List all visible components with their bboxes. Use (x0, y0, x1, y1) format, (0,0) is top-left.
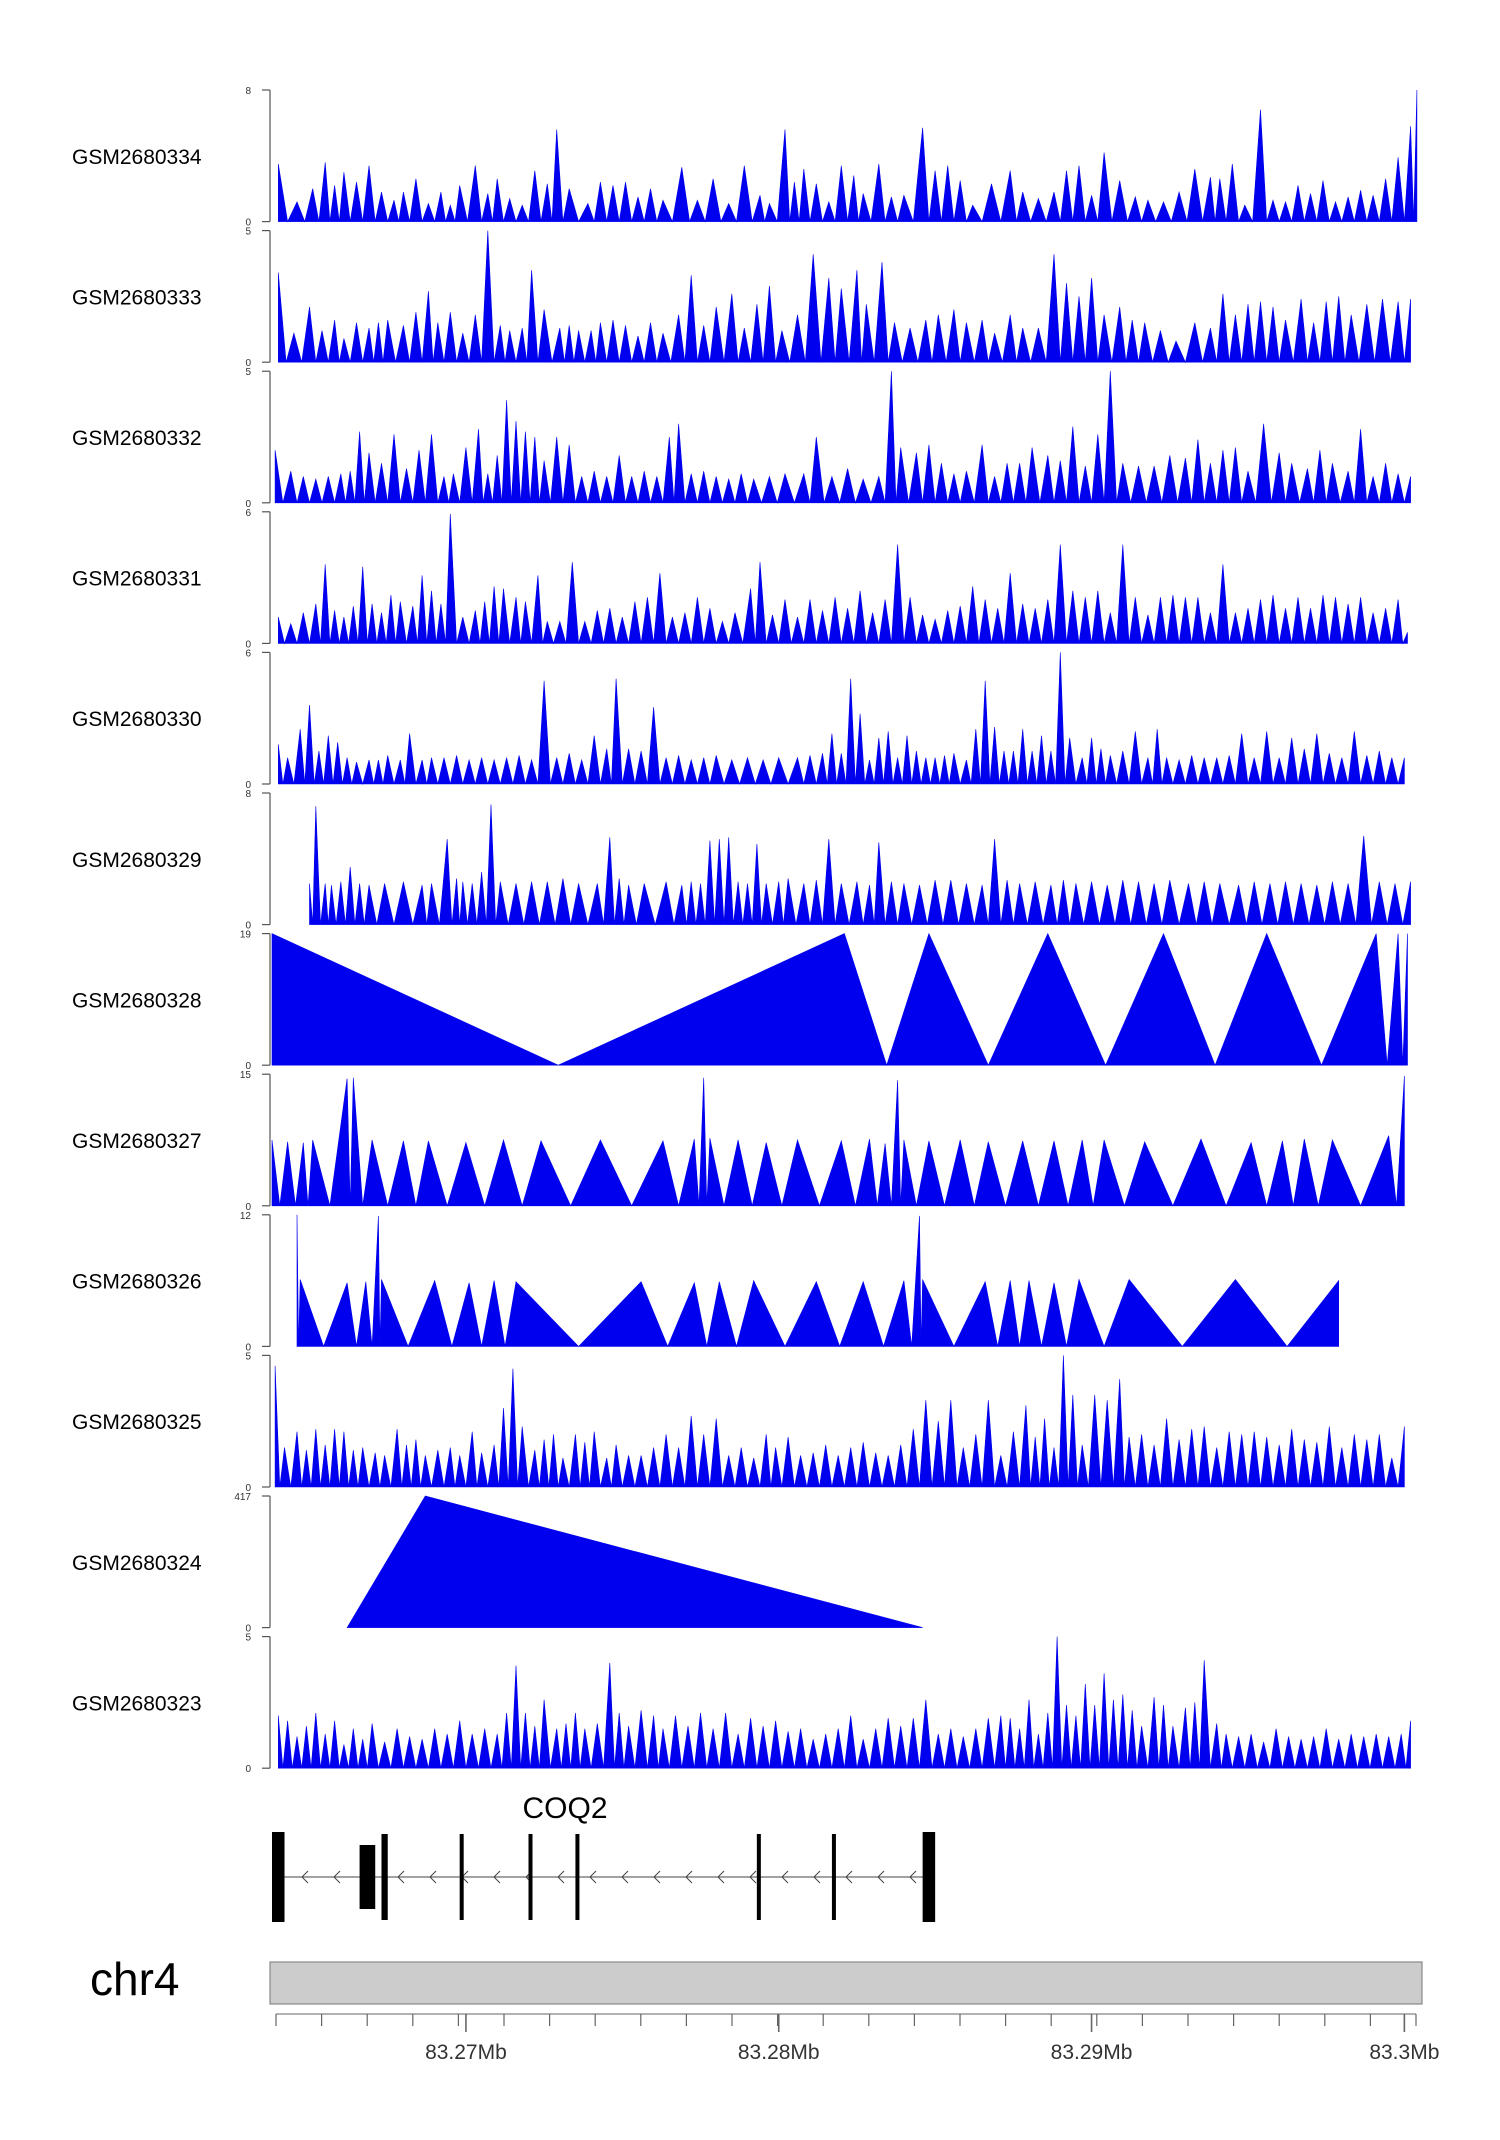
signal-area (346, 1495, 923, 1628)
x-tick-label: 83.27Mb (425, 2041, 507, 2064)
strand-arrow (781, 1870, 789, 1884)
y-tick-label: 0 (245, 1061, 251, 1072)
strand-arrow (589, 1870, 597, 1884)
data-tracks: GSM268033408GSM268033305GSM268033205GSM2… (72, 86, 1418, 1775)
track-label: GSM2680324 (72, 1552, 202, 1575)
chromosome-label: chr4 (90, 1953, 179, 2005)
signal-area (271, 932, 1408, 1067)
y-tick-label: 19 (240, 930, 252, 941)
strand-arrow (909, 1870, 917, 1884)
y-tick-label: 5 (245, 227, 251, 238)
signal-area (278, 1636, 1411, 1769)
track-GSM2680334: GSM2680334 0 8 (72, 86, 1418, 229)
signal-area (296, 1214, 1339, 1348)
exon (756, 1834, 761, 1920)
y-tick-label: 0 (245, 780, 251, 791)
y-tick-label: 5 (245, 367, 251, 378)
y-tick-label: 5 (245, 1351, 251, 1362)
y-tick-label: 0 (245, 358, 251, 369)
track-GSM2680330: GSM2680330 0 6 (72, 648, 1405, 791)
y-tick-label: 0 (245, 499, 251, 510)
y-tick-label: 8 (245, 789, 251, 800)
exon (528, 1834, 533, 1920)
exon (575, 1834, 580, 1920)
track-GSM2680326: GSM2680326 0 12 (72, 1211, 1339, 1353)
strand-arrow (653, 1870, 661, 1884)
track-label: GSM2680323 (72, 1692, 202, 1715)
y-tick-label: 6 (245, 648, 251, 659)
signal-area (271, 1075, 1405, 1207)
strand-arrow (333, 1870, 341, 1884)
track-GSM2680327: GSM2680327 0 15 (72, 1070, 1405, 1213)
strand-arrow (717, 1870, 725, 1884)
x-tick-label: 83.28Mb (738, 2041, 820, 2064)
y-tick-label: 15 (240, 1070, 252, 1081)
strand-arrow (429, 1870, 437, 1884)
track-label: GSM2680334 (72, 146, 202, 169)
signal-area (278, 89, 1418, 223)
exon (272, 1832, 285, 1922)
y-tick-label: 6 (245, 508, 251, 519)
track-label: GSM2680331 (72, 568, 202, 591)
strand-arrow (621, 1870, 629, 1884)
track-GSM2680331: GSM2680331 0 6 (72, 508, 1408, 650)
signal-area (274, 371, 1411, 504)
track-label: GSM2680332 (72, 427, 202, 450)
y-tick-label: 0 (245, 639, 251, 650)
y-tick-label: 0 (245, 921, 251, 932)
x-tick-label: 83.29Mb (1051, 2041, 1133, 2064)
strand-arrow (877, 1870, 885, 1884)
track-GSM2680332: GSM2680332 0 5 (72, 367, 1411, 510)
strand-arrow (557, 1870, 565, 1884)
track-GSM2680333: GSM2680333 0 5 (72, 227, 1411, 369)
y-tick-label: 5 (245, 1633, 251, 1644)
track-label: GSM2680333 (72, 286, 202, 309)
y-tick-label: 0 (245, 1764, 251, 1775)
strand-arrow (493, 1870, 501, 1884)
track-label: GSM2680327 (72, 1130, 202, 1153)
strand-arrow (397, 1870, 405, 1884)
gene-model-track: COQ2 (272, 1792, 936, 1922)
track-GSM2680323: GSM2680323 0 5 (72, 1633, 1411, 1775)
track-label: GSM2680326 (72, 1271, 202, 1294)
signal-area (278, 230, 1411, 364)
exon (922, 1832, 936, 1922)
strand-arrow (749, 1870, 757, 1884)
exon (459, 1834, 464, 1920)
y-tick-label: 12 (240, 1211, 252, 1222)
x-tick-label: 83.3Mb (1369, 2041, 1439, 2064)
track-GSM2680324: GSM2680324 0 417 (72, 1492, 923, 1635)
track-label: GSM2680328 (72, 989, 202, 1012)
track-GSM2680325: GSM2680325 0 5 (72, 1351, 1405, 1494)
y-tick-label: 0 (245, 1624, 251, 1635)
strand-arrow (301, 1870, 309, 1884)
signal-area (278, 513, 1408, 645)
signal-area (278, 652, 1405, 786)
y-tick-label: 0 (245, 1483, 251, 1494)
y-tick-label: 0 (245, 1202, 251, 1213)
track-label: GSM2680330 (72, 708, 202, 731)
track-label: GSM2680329 (72, 849, 202, 872)
track-label: GSM2680325 (72, 1411, 202, 1434)
signal-area (309, 804, 1411, 926)
track-GSM2680328: GSM2680328 0 19 (72, 930, 1408, 1072)
y-tick-label: 8 (245, 86, 251, 97)
track-GSM2680329: GSM2680329 0 8 (72, 789, 1411, 932)
exon (381, 1834, 388, 1920)
strand-arrow (685, 1870, 693, 1884)
strand-arrow (845, 1870, 853, 1884)
exon (359, 1845, 376, 1909)
chromosome-ideogram-bar (269, 1961, 1423, 2005)
exon (831, 1834, 836, 1920)
y-tick-label: 417 (234, 1492, 251, 1503)
signal-area (274, 1355, 1405, 1488)
y-tick-label: 0 (245, 218, 251, 229)
gene-name-label: COQ2 (522, 1792, 607, 1825)
strand-arrow (813, 1870, 821, 1884)
genome-axis-track: chr4 83.27Mb 83.28Mb 83.29Mb 83.3Mb (90, 1953, 1439, 2064)
y-tick-label: 0 (245, 1342, 251, 1353)
